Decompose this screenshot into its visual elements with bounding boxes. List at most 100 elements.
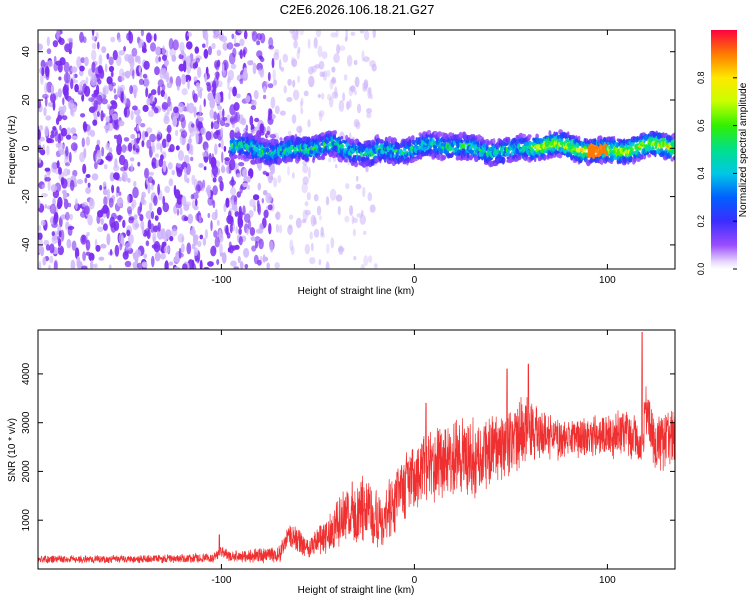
noise-speckle [58,216,63,228]
spectrogram-y-tick-label: 20 [21,94,32,106]
noise-speckle [126,194,130,205]
noise-speckle [63,198,69,210]
noise-speckle [103,125,109,130]
noise-speckle [94,161,98,170]
signal-cell [604,156,610,161]
noise-speckle [360,264,365,269]
noise-speckle [204,72,208,83]
noise-speckle [88,68,93,77]
noise-speckle [191,123,195,128]
noise-speckle [150,223,155,234]
spectrogram-y-tick-label: -20 [21,189,32,204]
noise-speckle [90,74,97,86]
noise-speckle [121,144,127,153]
noise-speckle [113,88,117,94]
noise-speckle [118,154,126,166]
noise-speckle [63,61,70,74]
signal-cell [647,153,652,158]
noise-speckle [167,107,170,115]
noise-speckle [262,254,266,263]
signal-cell [501,156,506,164]
noise-speckle [203,98,206,107]
noise-speckle [133,214,138,220]
noise-speckle [96,214,101,225]
noise-speckle [181,73,187,85]
signal-cell [406,156,410,163]
noise-speckle [231,177,235,182]
noise-speckle [183,203,190,211]
noise-speckle [230,63,237,70]
noise-speckle [125,242,132,251]
noise-speckle [168,38,174,50]
noise-speckle [214,236,220,248]
noise-speckle [230,216,234,227]
noise-speckle [140,198,146,204]
noise-speckle [274,262,280,269]
noise-speckle [204,228,208,240]
noise-speckle [192,192,199,200]
noise-speckle [119,84,126,92]
noise-speckle [58,149,65,156]
noise-speckle [167,162,173,170]
noise-speckle [97,41,100,50]
noise-speckle [144,167,150,179]
noise-speckle [313,228,320,238]
noise-speckle [207,92,213,102]
signal-cell [340,135,344,140]
noise-speckle [102,189,108,196]
noise-speckle [251,30,258,42]
noise-speckle [57,63,63,73]
noise-speckle [65,211,70,221]
noise-speckle [159,67,165,76]
noise-speckle [320,226,324,236]
noise-speckle [149,133,157,143]
noise-speckle [274,212,280,219]
noise-speckle [140,30,144,37]
noise-speckle [38,224,42,232]
noise-speckle [325,196,330,206]
colorbar-tick-label: 0.0 [696,263,706,276]
noise-speckle [45,244,51,251]
signal-cell [672,155,675,161]
noise-speckle [181,195,187,207]
signal-cell [576,142,579,150]
signal-cell [466,152,470,159]
noise-speckle [293,40,298,49]
noise-speckle [151,244,159,249]
signal-cell [654,144,658,150]
noise-speckle [292,89,300,101]
noise-speckle [238,162,245,167]
noise-speckle [299,30,305,36]
noise-speckle [182,60,187,73]
noise-speckle [53,211,59,224]
noise-speckle [146,32,152,43]
signal-cell [345,158,348,163]
noise-speckle [288,224,293,230]
noise-speckle [142,73,148,79]
noise-speckle [50,184,58,193]
noise-speckle [89,260,93,269]
noise-speckle [273,79,277,86]
noise-speckle [120,91,124,104]
noise-speckle [121,76,125,81]
noise-speckle [372,30,376,39]
noise-speckle [123,137,130,142]
noise-speckle [42,93,49,99]
noise-speckle [366,112,372,119]
noise-speckle [40,73,44,85]
noise-speckle [331,78,337,85]
noise-speckle [131,84,138,95]
noise-speckle [136,137,140,144]
noise-speckle [95,152,102,164]
noise-speckle [116,134,123,147]
noise-speckle [331,66,336,73]
noise-speckle [122,251,129,260]
noise-speckle [318,110,325,117]
noise-speckle [210,121,214,130]
noise-speckle [273,177,278,188]
noise-speckle [155,159,159,169]
noise-speckle [49,138,55,144]
noise-speckle [189,134,192,146]
noise-speckle [278,224,283,234]
noise-speckle [296,49,300,60]
